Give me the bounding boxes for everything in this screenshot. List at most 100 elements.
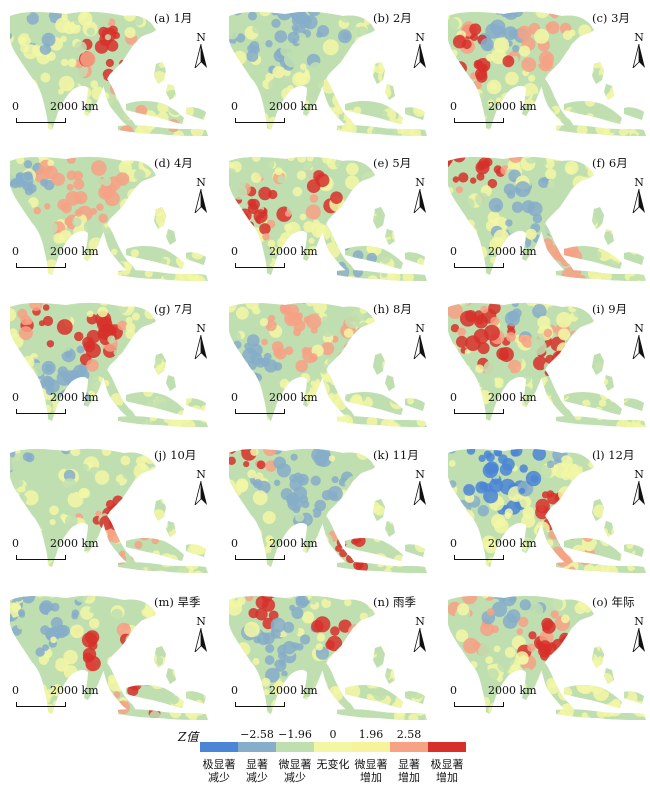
scale-bar: 0 2000 km xyxy=(12,100,132,130)
north-label: N xyxy=(196,176,206,189)
north-label: N xyxy=(634,31,644,44)
legend: Z值 −2.58 −1.96 0 1.96 2.58 极显著 减少 显著 减少 微显著 减少无… xyxy=(176,724,496,784)
north-arrow-icon: N xyxy=(628,616,650,656)
z-value-map xyxy=(10,11,208,137)
north-label: N xyxy=(196,615,206,628)
legend-swatch xyxy=(200,742,238,752)
north-arrow-shape xyxy=(194,188,207,215)
north-arrow-icon: N xyxy=(409,323,431,363)
scale-label: 2000 km xyxy=(50,245,99,258)
map-panel: (a) 1月 N 0 2000 km xyxy=(6,4,216,144)
map-panel: (h) 8月 N 0 2000 km xyxy=(225,295,435,435)
scale-label: 2000 km xyxy=(488,391,537,404)
scale-label: 2000 km xyxy=(488,245,537,258)
scale-bar: 0 2000 km xyxy=(450,100,570,130)
north-arrow-icon: N xyxy=(409,469,431,509)
legend-swatch xyxy=(428,742,466,752)
scale-line xyxy=(454,263,504,268)
map-panel: (k) 11月 N 0 2000 km xyxy=(225,441,435,581)
panel-label: (l) 12月 xyxy=(592,448,635,462)
scale-bar: 0 2000 km xyxy=(450,391,570,421)
legend-swatch xyxy=(314,742,352,752)
legend-tick: 2.58 xyxy=(396,728,422,741)
scale-zero: 0 xyxy=(231,537,238,550)
panel-label: (h) 8月 xyxy=(373,302,412,316)
z-value-map xyxy=(10,448,208,574)
map-panel: (m) 旱季 N 0 2000 km xyxy=(6,588,216,728)
map-panel: (i) 9月 N 0 2000 km xyxy=(444,295,650,435)
legend-swatch xyxy=(276,742,314,752)
scale-label: 2000 km xyxy=(269,100,318,113)
north-label: N xyxy=(415,468,425,481)
north-arrow-shape xyxy=(194,480,207,507)
panel-label: (j) 10月 xyxy=(154,448,197,462)
map-panel: (e) 5月 N 0 2000 km xyxy=(225,149,435,289)
legend-class-label: 微显著 减少 xyxy=(278,758,312,784)
north-arrow-icon: N xyxy=(190,32,212,72)
north-arrow-icon: N xyxy=(628,323,650,363)
map-panel: (d) 4月 N 0 2000 km xyxy=(6,149,216,289)
map-panel: (o) 年际 N 0 2000 km xyxy=(444,588,650,728)
scale-line xyxy=(16,263,66,268)
scale-line xyxy=(235,555,285,560)
z-value-map xyxy=(448,156,646,282)
scale-zero: 0 xyxy=(450,100,457,113)
legend-class-label: 极显著 减少 xyxy=(202,758,236,784)
panel-label: (g) 7月 xyxy=(154,302,193,316)
scale-line xyxy=(16,702,66,707)
scale-line xyxy=(235,702,285,707)
scale-bar: 0 2000 km xyxy=(12,391,132,421)
north-label: N xyxy=(196,468,206,481)
north-arrow-shape xyxy=(632,43,645,70)
map-panel: (n) 雨季 N 0 2000 km xyxy=(225,588,435,728)
scale-label: 2000 km xyxy=(50,391,99,404)
legend-swatch xyxy=(238,742,276,752)
scale-line xyxy=(454,409,504,414)
scale-zero: 0 xyxy=(12,245,19,258)
north-arrow-shape xyxy=(413,188,426,215)
scale-zero: 0 xyxy=(231,684,238,697)
panel-label: (d) 4月 xyxy=(154,156,193,170)
north-label: N xyxy=(634,615,644,628)
map-panel: (c) 3月 N 0 2000 km xyxy=(444,4,650,144)
z-value-map xyxy=(229,302,427,428)
north-arrow-icon: N xyxy=(409,616,431,656)
scale-bar: 0 2000 km xyxy=(231,391,351,421)
north-arrow-shape xyxy=(632,627,645,654)
legend-color-bar xyxy=(200,742,466,752)
legend-swatch xyxy=(352,742,390,752)
panel-label: (a) 1月 xyxy=(154,11,193,25)
north-arrow-shape xyxy=(194,43,207,70)
scale-label: 2000 km xyxy=(269,391,318,404)
panel-label: (m) 旱季 xyxy=(154,595,201,609)
scale-label: 2000 km xyxy=(488,684,537,697)
scale-label: 2000 km xyxy=(50,537,99,550)
north-arrow-shape xyxy=(632,334,645,361)
scale-zero: 0 xyxy=(231,245,238,258)
legend-class-label: 极显著 增加 xyxy=(430,758,464,784)
north-label: N xyxy=(415,31,425,44)
scale-line xyxy=(454,702,504,707)
scale-label: 2000 km xyxy=(50,100,99,113)
north-arrow-icon: N xyxy=(409,32,431,72)
north-label: N xyxy=(415,322,425,335)
scale-bar: 0 2000 km xyxy=(12,684,132,714)
panel-label: (o) 年际 xyxy=(592,595,635,609)
scale-zero: 0 xyxy=(231,100,238,113)
scale-label: 2000 km xyxy=(488,537,537,550)
z-value-map xyxy=(448,448,646,574)
panel-label: (b) 2月 xyxy=(373,11,412,25)
north-arrow-shape xyxy=(413,480,426,507)
legend-tick: −1.96 xyxy=(278,728,312,741)
scale-bar: 0 2000 km xyxy=(231,537,351,567)
panel-label: (e) 5月 xyxy=(373,156,412,170)
north-label: N xyxy=(415,176,425,189)
scale-zero: 0 xyxy=(12,684,19,697)
north-arrow-shape xyxy=(413,627,426,654)
scale-zero: 0 xyxy=(231,391,238,404)
scale-label: 2000 km xyxy=(269,245,318,258)
north-arrow-shape xyxy=(413,43,426,70)
scale-label: 2000 km xyxy=(488,100,537,113)
map-panel: (j) 10月 N 0 2000 km xyxy=(6,441,216,581)
north-arrow-icon: N xyxy=(190,177,212,217)
